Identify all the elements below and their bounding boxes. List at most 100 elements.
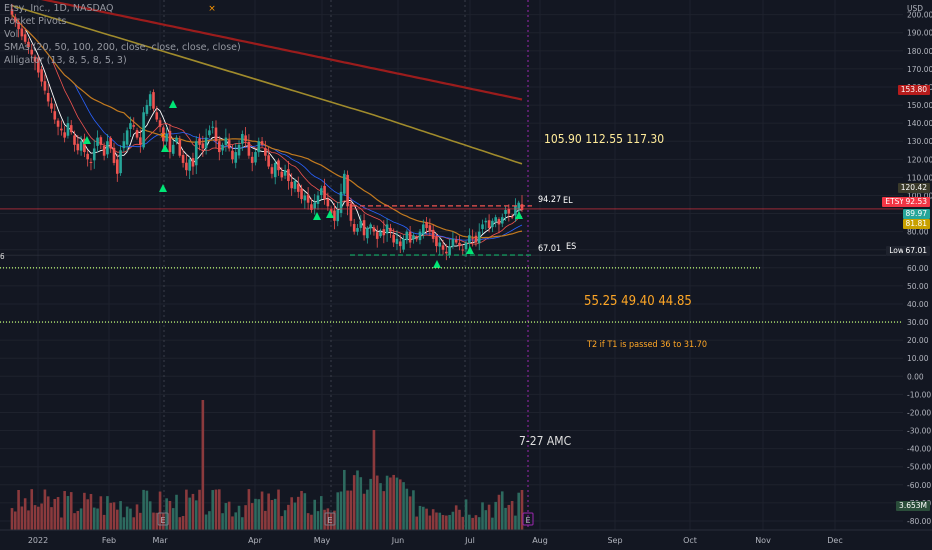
candle-body: [30, 49, 34, 55]
volume-bar: [86, 499, 89, 530]
price-axis[interactable]: 200.00190.00180.00170.00160.00150.00140.…: [903, 0, 932, 550]
candle-body: [385, 224, 389, 234]
volume-bar: [109, 502, 113, 530]
candle-body: [125, 130, 129, 145]
candle-body: [382, 229, 386, 236]
volume-bar: [260, 491, 264, 530]
candle-body: [83, 138, 86, 153]
candle-body: [109, 137, 113, 149]
candle-body: [346, 174, 349, 207]
candle-body: [178, 139, 182, 156]
candle-body: [448, 246, 451, 256]
t2-note: T2 if T1 is passed 36 to 31.70: [587, 340, 708, 350]
volume-bar: [362, 493, 366, 530]
volume-bar: [339, 491, 343, 530]
volume-bar: [372, 430, 376, 530]
candle-body: [27, 41, 30, 48]
volume-bar: [188, 497, 191, 530]
volume-bar: [507, 504, 511, 530]
volume-bar: [231, 516, 234, 530]
volume-bar: [152, 512, 155, 530]
legend-pocket-pivots[interactable]: Pocket Pivots: [4, 16, 67, 27]
legend-symbol[interactable]: Etsy, Inc., 1D, NASDAQ: [4, 3, 114, 14]
volume-bar: [33, 505, 37, 530]
volume-bar: [319, 496, 323, 530]
legend-alligator[interactable]: Alligator (13, 8, 5, 8, 5, 3): [4, 55, 127, 66]
candle-body: [389, 227, 392, 232]
volume-bar: [471, 517, 474, 530]
volume-bar: [191, 493, 195, 530]
candle-body: [323, 185, 326, 200]
volume-bar: [112, 502, 116, 530]
earnings-marker-label: E: [327, 516, 332, 525]
currency-label: USD: [907, 4, 923, 13]
candle-body: [250, 156, 254, 163]
candle-body: [402, 238, 405, 250]
candle-body: [10, 9, 14, 15]
volume-bar: [352, 475, 356, 530]
volume-bar: [254, 498, 257, 530]
indicator-legend[interactable]: Etsy, Inc., 1D, NASDAQ Pocket Pivots Vol…: [4, 2, 241, 67]
volume-bar: [171, 508, 175, 530]
volume-bar: [99, 496, 103, 530]
volume-bar: [418, 505, 422, 530]
volume-bar: [438, 512, 442, 530]
volume-bar: [27, 510, 30, 530]
volume-bar: [83, 492, 86, 530]
y-tick-label: 60.00: [907, 264, 929, 273]
candle-body: [92, 148, 96, 161]
legend-smas[interactable]: SMAs (20, 50, 100, 200, close, close, cl…: [4, 42, 241, 53]
candle-body: [221, 144, 224, 151]
volume-bar: [428, 515, 432, 530]
volume-bar: [375, 475, 379, 530]
y-tick-label: 120.00: [907, 155, 932, 164]
candle-body: [510, 216, 514, 218]
volume-bar: [211, 490, 215, 530]
last-price-tag: 92.53: [902, 197, 930, 207]
volume-bar: [389, 477, 392, 530]
volume-bar: [487, 504, 491, 530]
candle-body: [204, 137, 208, 149]
candle-body: [418, 231, 422, 241]
candle-body: [115, 159, 119, 174]
candle-body: [431, 229, 435, 239]
y-tick-label: 170.00: [907, 65, 932, 74]
volume-bar: [504, 507, 507, 530]
x-tick-label: May: [314, 536, 331, 545]
candle-body: [366, 228, 369, 239]
volume-bar: [313, 499, 317, 530]
candle-body: [145, 105, 149, 114]
volume-bar: [234, 512, 238, 530]
volume-bar: [264, 510, 267, 530]
volume-bar: [66, 496, 70, 530]
candle-body: [260, 141, 264, 145]
candle-body: [398, 241, 402, 247]
volume-bar: [520, 490, 524, 530]
volume-bar: [296, 496, 300, 530]
candle-body: [53, 111, 57, 120]
candle-body: [458, 242, 461, 247]
candle-body: [198, 138, 201, 145]
volume-bar: [280, 516, 284, 530]
y-tick-label: 20.00: [907, 336, 929, 345]
legend-volume[interactable]: Vol: [4, 29, 19, 40]
candle-body: [481, 224, 484, 229]
y-tick-label: 180.00: [907, 47, 932, 56]
earnings-marker-label: E: [525, 516, 530, 525]
candle-body: [415, 238, 419, 240]
time-axis[interactable]: 2022 Feb Mar Apr May Jun Jul Aug Sep Oct Nov Dec: [0, 529, 932, 545]
volume-bar: [454, 505, 458, 530]
candle-body: [464, 242, 468, 250]
volume-bar: [139, 512, 142, 530]
candle-body: [257, 141, 261, 153]
candle-body: [43, 81, 47, 91]
y-tick-label: 50.00: [907, 282, 929, 291]
candle-body: [194, 141, 198, 166]
volume-bar: [408, 496, 412, 530]
volume-bar: [148, 501, 152, 530]
volume-bar: [392, 474, 395, 530]
volume-bar: [208, 511, 211, 530]
volume-bar: [194, 500, 198, 530]
pocket-pivot-marker: [515, 211, 523, 219]
